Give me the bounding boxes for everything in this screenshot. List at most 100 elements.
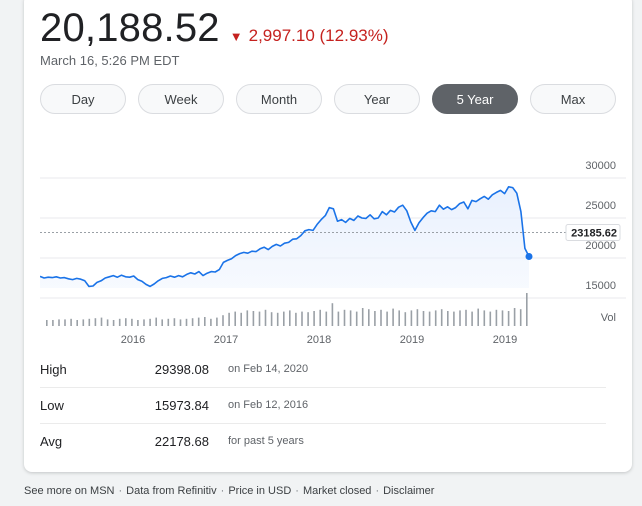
volume-bar xyxy=(76,320,78,326)
volume-bar xyxy=(319,309,321,326)
price-area xyxy=(40,186,529,288)
tab-month[interactable]: Month xyxy=(236,84,322,114)
volume-bar xyxy=(392,308,394,326)
volume-bar xyxy=(501,310,504,326)
disclaimer-link[interactable]: Disclaimer xyxy=(383,485,435,497)
footer: See more on MSN · Data from Refinitiv · Pric… xyxy=(24,485,434,497)
y-tick-label: 20000 xyxy=(585,240,616,252)
volume-bar xyxy=(210,318,212,326)
volume-bar xyxy=(228,312,230,326)
stat-value: 29398.08 xyxy=(154,362,209,377)
stat-label: High xyxy=(40,362,67,377)
y-tick-label: 30000 xyxy=(585,160,616,172)
volume-bar xyxy=(234,311,236,326)
previous-close-badge xyxy=(565,224,621,242)
volume-label: Vol xyxy=(601,312,616,324)
volume-bar xyxy=(416,309,419,326)
volume-bar xyxy=(52,320,54,326)
volume-bar xyxy=(386,311,388,326)
volume-bar xyxy=(410,310,413,326)
quote-timestamp: March 16, 5:26 PM EDT xyxy=(40,53,180,68)
stat-label: Low xyxy=(40,398,64,413)
current-price: 20,188.52 xyxy=(40,6,220,50)
x-tick-label: 2019 xyxy=(493,334,517,346)
volume-bar xyxy=(149,318,151,326)
volume-bar xyxy=(428,311,431,326)
price-chart[interactable]: 30000 25000 20000 15000 23185.62 Vol 2016 2017 2… xyxy=(39,146,626,351)
tab-day[interactable]: Day xyxy=(40,84,126,114)
see-more-link[interactable]: See more on MSN xyxy=(24,485,115,497)
stat-note: on Feb 14, 2020 xyxy=(228,363,309,375)
x-tick-label: 2016 xyxy=(121,334,145,346)
footer-separator: · xyxy=(295,485,299,497)
volume-bar xyxy=(447,311,449,326)
volume-bar xyxy=(337,311,340,326)
volume-bar xyxy=(173,318,176,326)
volume-bar xyxy=(191,318,194,326)
price-change-value: 2,997.10 (12.93%) xyxy=(248,26,389,45)
volume-bar xyxy=(143,319,145,326)
volume-bar xyxy=(264,309,267,326)
range-tabs: Day Week Month Year 5 Year Max xyxy=(40,84,616,114)
volume-bar xyxy=(240,312,242,326)
price-change: ▼ 2,997.10 (12.93%) xyxy=(230,26,389,46)
volume-bar xyxy=(325,311,328,326)
stat-row-avg: Avg 22178.68 for past 5 years xyxy=(40,424,606,459)
volume-bar xyxy=(477,308,479,326)
volume-bar xyxy=(276,312,279,326)
volume-bar xyxy=(246,310,249,326)
volume-bar xyxy=(513,308,516,326)
volume-bar xyxy=(112,320,115,326)
volume-bar xyxy=(179,319,182,326)
x-tick-label: 2017 xyxy=(214,334,238,346)
footer-separator: · xyxy=(375,485,380,497)
volume-bar xyxy=(368,309,370,326)
tab-5-year[interactable]: 5 Year xyxy=(432,84,518,114)
stat-value: 22178.68 xyxy=(154,434,209,449)
volume-bar xyxy=(355,311,358,326)
volume-bar xyxy=(82,319,85,326)
volume-bar xyxy=(46,320,48,326)
x-tick-label: 2018 xyxy=(307,334,331,346)
price-row: 20,188.52 ▼ 2,997.10 (12.93%) xyxy=(40,2,389,54)
volume-bar xyxy=(185,318,188,326)
volume-bar xyxy=(64,319,66,326)
price-line xyxy=(39,186,530,288)
volume-bar xyxy=(465,309,467,326)
volume-bar xyxy=(252,311,255,326)
volume-bar xyxy=(88,318,91,326)
volume-bar xyxy=(380,309,382,326)
volume-bar xyxy=(222,315,224,326)
volume-bar xyxy=(301,311,303,326)
stat-value: 15973.84 xyxy=(154,398,209,413)
volume-bar xyxy=(58,319,60,326)
tab-week[interactable]: Week xyxy=(138,84,224,114)
volume-bar xyxy=(125,318,127,326)
volume-bar xyxy=(374,311,376,326)
market-status: Market closed xyxy=(302,485,372,497)
volume-bar xyxy=(204,317,206,326)
volume-bar xyxy=(307,312,309,326)
volume-bar xyxy=(167,318,170,326)
volume-bar xyxy=(440,309,443,326)
volume-bar xyxy=(70,318,72,326)
volume-bar xyxy=(526,293,528,326)
stat-note: on Feb 12, 2016 xyxy=(228,399,309,411)
volume-bar xyxy=(343,309,346,326)
volume-bar xyxy=(331,303,334,326)
previous-close-label: 23185.62 xyxy=(571,228,617,240)
tab-year[interactable]: Year xyxy=(334,84,420,114)
footer-separator: · xyxy=(118,485,123,497)
data-source-link[interactable]: Data from Refinitiv xyxy=(126,485,217,497)
volume-bar xyxy=(258,311,261,326)
volume-bar xyxy=(422,311,425,326)
tab-max[interactable]: Max xyxy=(530,84,616,114)
volume-bar xyxy=(349,310,352,326)
volume-bar xyxy=(106,319,109,326)
last-price-point xyxy=(525,252,533,260)
volume-bar xyxy=(404,312,407,326)
volume-bar xyxy=(161,319,163,326)
price-chart-svg: 30000 25000 20000 15000 23185.62 Vol 2016 2017 2… xyxy=(39,160,626,346)
volume-bar xyxy=(519,309,522,326)
volume-bar xyxy=(507,311,510,326)
